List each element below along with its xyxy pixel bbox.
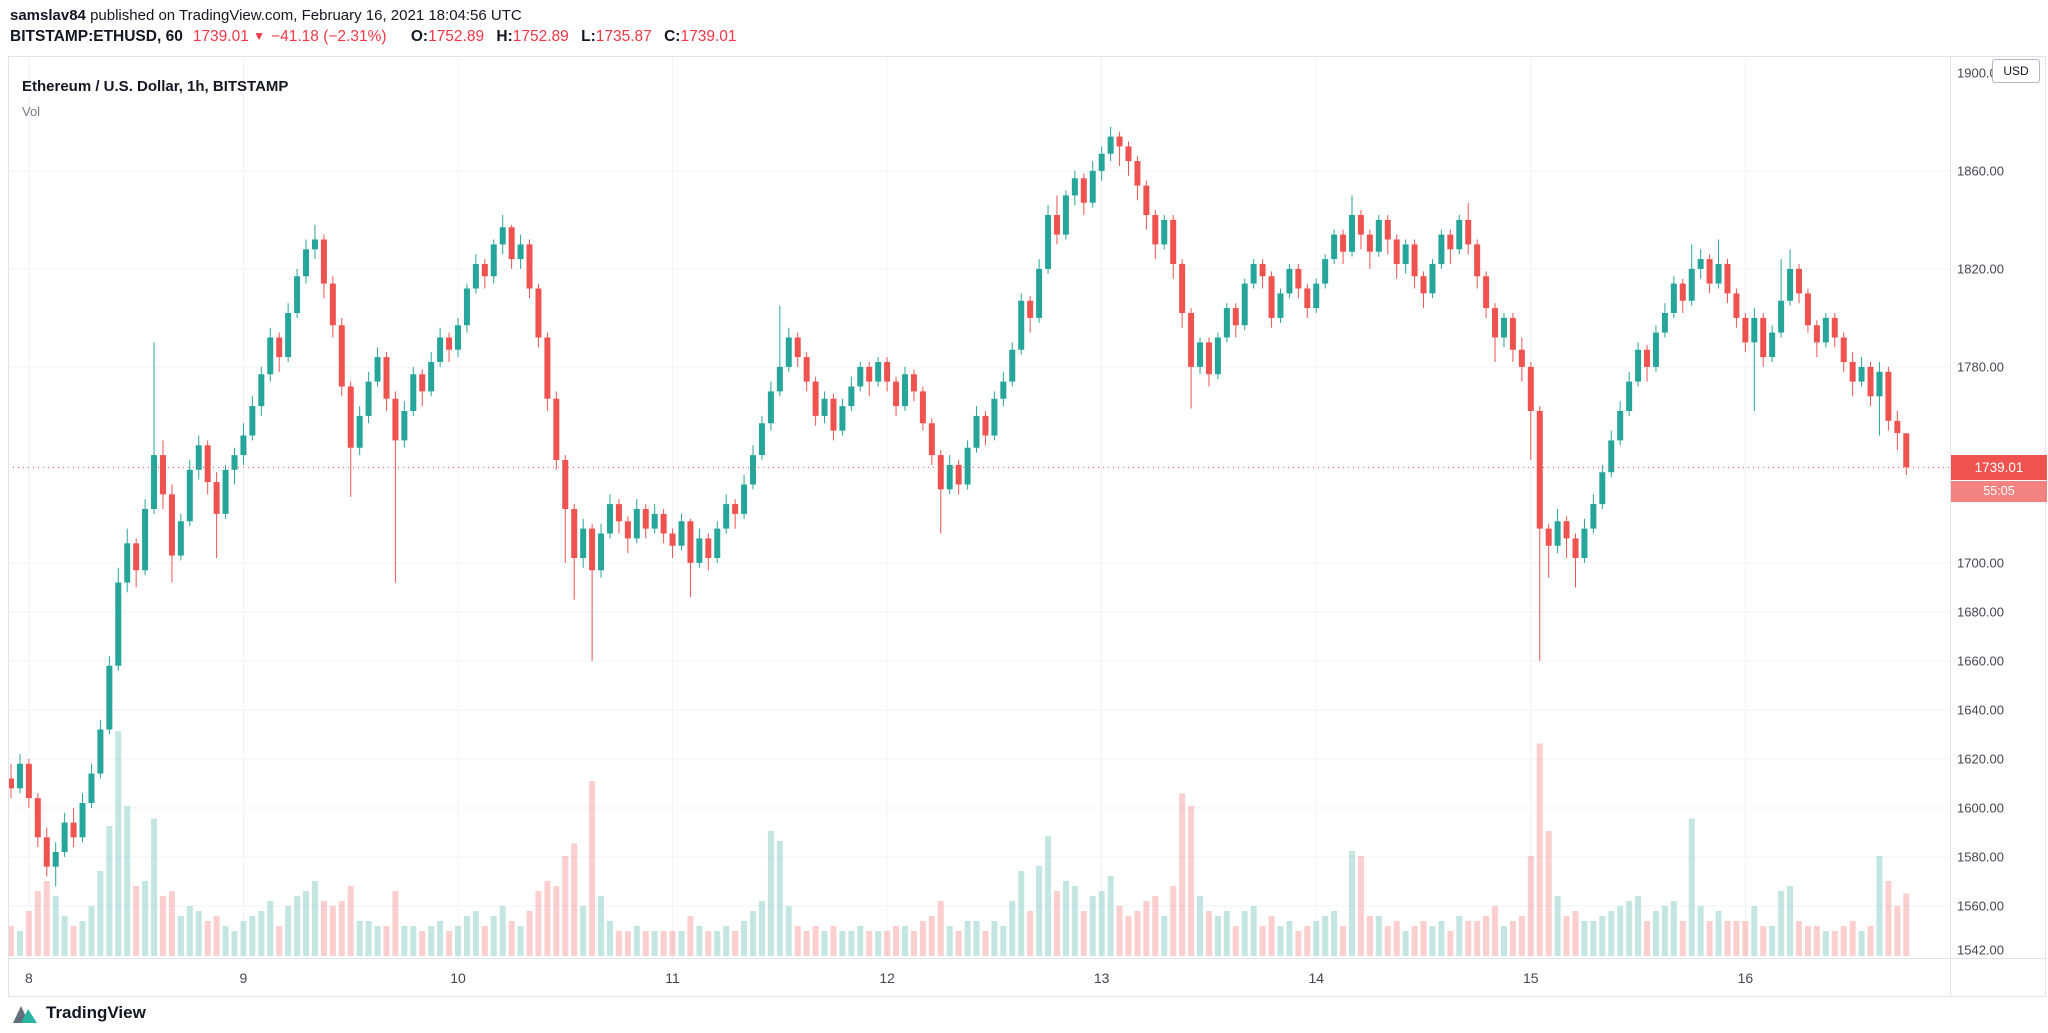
chart-outer-bottom-border [8,996,2046,997]
svg-text:1640.00: 1640.00 [1957,702,2004,717]
price-axis-separator [1950,56,1951,997]
svg-text:11: 11 [665,970,680,986]
publish-info: published on TradingView.com, February 1… [85,7,522,24]
author-name: samslav84 [10,7,86,24]
time-axis[interactable] [9,959,1949,995]
svg-text:1580.00: 1580.00 [1957,849,2004,864]
last-price-value: 1739.01 [192,28,249,45]
svg-text:1560.00: 1560.00 [1957,898,2004,913]
bar-countdown-tag: 55:05 [1951,481,2047,502]
svg-text:1542.00: 1542.00 [1957,943,2004,958]
open-value: 1752.89 [428,28,485,45]
tradingview-logo-icon [13,1006,37,1023]
svg-text:1700.00: 1700.00 [1957,555,2004,570]
svg-text:1820.00: 1820.00 [1957,261,2004,276]
last-price-tag: 1739.01 [1951,455,2047,480]
open-label: O: [410,28,429,45]
svg-text:1680.00: 1680.00 [1957,604,2004,619]
chart-top-border [8,56,2046,57]
svg-text:12: 12 [879,970,895,986]
down-arrow-icon: ▼ [253,29,266,43]
svg-text:1860.00: 1860.00 [1957,163,2004,178]
chart-plot-bottom-border [8,958,2046,959]
svg-text:10: 10 [450,970,466,986]
svg-text:9: 9 [240,970,248,986]
svg-text:8: 8 [25,970,33,986]
high-value: 1752.89 [512,28,569,45]
close-label: C: [664,28,681,45]
chart-legend[interactable]: Ethereum / U.S. Dollar, 1h, BITSTAMP Vol [22,78,288,119]
chart-title[interactable]: Ethereum / U.S. Dollar, 1h, BITSTAMP [22,78,289,95]
publish-line: samslav84 published on TradingView.com, … [10,7,522,24]
symbol-line: BITSTAMP:ETHUSD, 60 1739.01 ▼ −41.18 (−2.3… [10,28,736,46]
high-label: H: [496,28,513,45]
tradingview-logo[interactable]: TradingView [12,1002,146,1024]
svg-text:15: 15 [1523,970,1539,986]
low-label: L: [581,28,596,45]
volume-indicator-label[interactable]: Vol [22,104,41,119]
svg-text:1660.00: 1660.00 [1957,653,2004,668]
price-axis[interactable] [1951,57,2045,957]
close-value: 1739.01 [680,28,737,45]
svg-text:16: 16 [1738,970,1754,986]
tradingview-wordmark: TradingView [46,1003,146,1022]
svg-text:1600.00: 1600.00 [1957,800,2004,815]
symbol-name: BITSTAMP:ETHUSD, 60 [10,28,183,45]
price-change: −41.18 (−2.31%) [271,28,387,45]
currency-badge[interactable]: USD [1992,59,2040,83]
svg-text:14: 14 [1308,970,1324,986]
svg-text:1620.00: 1620.00 [1957,751,2004,766]
svg-text:1780.00: 1780.00 [1957,359,2004,374]
low-value: 1735.87 [595,28,652,45]
chart-right-border [2045,56,2046,997]
chart-left-border [8,56,9,997]
svg-text:13: 13 [1094,970,1110,986]
